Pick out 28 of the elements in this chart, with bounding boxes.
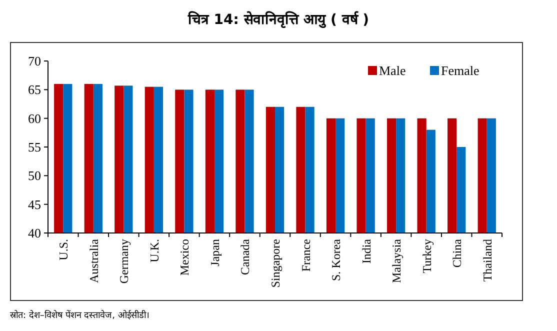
annotation: स्रोत: देश–विशेष पेंशन दस्तावेज, ओईसीडी। — [10, 311, 149, 321]
y-tick-label: 65 — [28, 82, 41, 98]
y-tick-label: 55 — [28, 140, 41, 154]
x-tick-label: France — [298, 239, 313, 272]
y-tick-label: 40 — [28, 226, 41, 240]
x-tick-label: U.S. — [56, 239, 71, 260]
legend-item: Female — [430, 63, 480, 78]
x-tick-label: Canada — [238, 238, 252, 275]
x-tick-label: S. Korea — [329, 238, 344, 281]
x-tick-label: Malaysia — [390, 238, 404, 283]
y-tick-label: 45 — [28, 196, 41, 212]
x-tick-label: Thailand — [480, 239, 494, 282]
x-tick-label: U.K. — [147, 239, 162, 262]
x-tick-label: India — [359, 238, 374, 264]
legend-label: Male — [379, 63, 406, 78]
x-tick-label: Germany — [117, 239, 132, 284]
x-tick-label: China — [450, 238, 464, 268]
legend-label: Female — [441, 63, 480, 78]
x-tick-label: Turkey — [420, 239, 434, 274]
y-tick-label: 60 — [28, 110, 41, 126]
x-tick-label: Mexico — [178, 239, 192, 276]
x-tick-label: Singapore — [268, 239, 282, 288]
legend-item: Male — [368, 63, 406, 78]
y-tick-label: 70 — [28, 54, 41, 68]
title: चित्र 14: सेवानिवृत्ति आयु ( वर्ष ) — [188, 12, 370, 28]
x-tick-label: Japan — [208, 239, 222, 266]
y-tick-label: 50 — [28, 168, 41, 184]
x-tick-label: Australia — [86, 238, 101, 283]
